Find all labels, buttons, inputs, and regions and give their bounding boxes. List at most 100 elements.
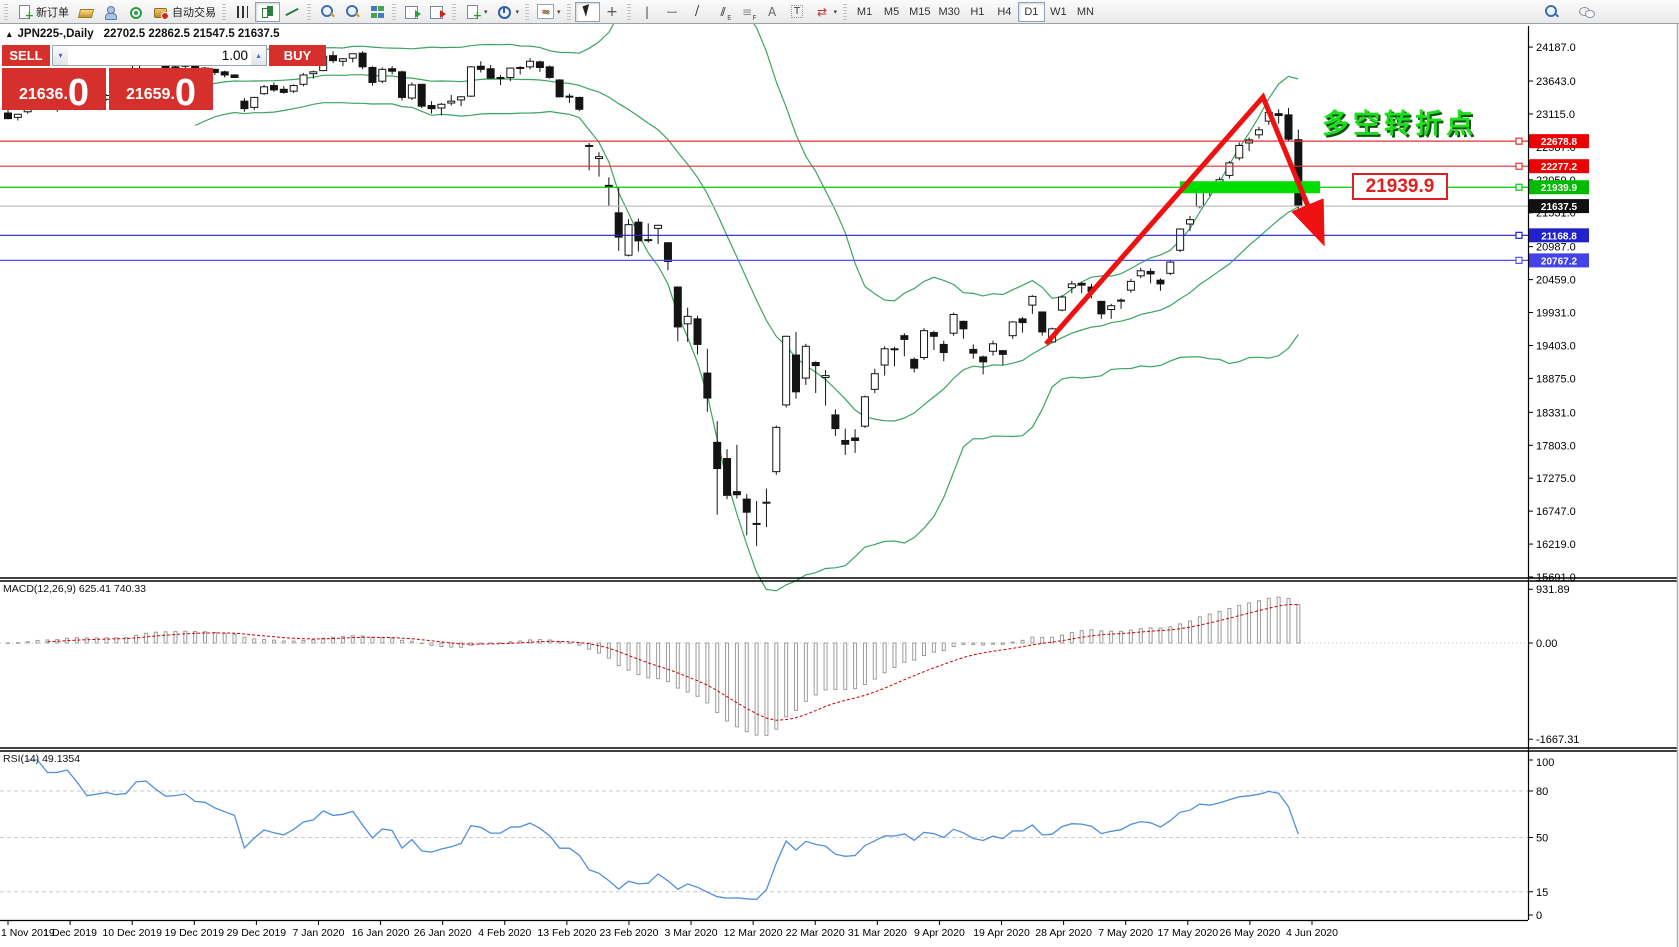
toolbar-gripper xyxy=(525,3,530,20)
svg-text:29 Dec 2019: 29 Dec 2019 xyxy=(227,927,287,939)
period-button[interactable]: ▾ xyxy=(492,2,524,22)
svg-text:0: 0 xyxy=(1536,910,1542,922)
price-callout-label[interactable]: 21939.9 xyxy=(1352,173,1448,200)
tf-mn-button-label: MN xyxy=(1076,5,1094,18)
search-button[interactable] xyxy=(1539,2,1564,22)
svg-text:21939.9: 21939.9 xyxy=(1541,183,1578,194)
contact-icon xyxy=(102,4,119,20)
svg-text:23115.0: 23115.0 xyxy=(1536,109,1575,121)
auto-trading-button[interactable]: 自动交易 xyxy=(148,2,220,22)
bar-chart-button[interactable] xyxy=(230,2,255,22)
auto-trading-button-label: 自动交易 xyxy=(172,6,216,19)
text-icon xyxy=(764,4,781,20)
label-button[interactable] xyxy=(785,2,810,22)
tf-h1-button[interactable]: H1 xyxy=(964,2,991,22)
tf-m5-button[interactable]: M5 xyxy=(878,2,905,22)
dropdown-caret-icon: ▾ xyxy=(833,8,838,16)
tf-w1-button-label: W1 xyxy=(1050,5,1067,18)
crosshair-button[interactable] xyxy=(600,2,625,22)
fibonacci-button[interactable] xyxy=(735,2,760,22)
svg-text:22 Mar 2020: 22 Mar 2020 xyxy=(786,927,845,939)
tf-h4-button[interactable]: H4 xyxy=(991,2,1018,22)
new-order-button-label: 新订单 xyxy=(36,6,69,19)
svg-text:100: 100 xyxy=(1536,757,1554,769)
zoom-out-icon xyxy=(344,4,361,20)
sell-button[interactable]: SELL xyxy=(2,45,50,66)
volume-input[interactable] xyxy=(68,46,251,65)
channel-button[interactable] xyxy=(710,2,735,22)
cursor-button[interactable] xyxy=(574,1,600,22)
tf-w1-button[interactable]: W1 xyxy=(1045,2,1072,22)
svg-text:3 Mar 2020: 3 Mar 2020 xyxy=(664,927,717,939)
chart-shift-icon xyxy=(429,4,446,20)
svg-text:12 Mar 2020: 12 Mar 2020 xyxy=(724,927,783,939)
volume-decrease-button[interactable]: ▾ xyxy=(53,46,68,65)
support-line-blue-1[interactable]: 21168.8 xyxy=(0,228,1589,243)
turning-point-annotation[interactable]: 多空转折点 xyxy=(1322,109,1477,140)
bid-line[interactable]: 21637.5 xyxy=(0,199,1589,214)
crosshair-icon xyxy=(604,4,621,20)
tf-m1-button[interactable]: M1 xyxy=(851,2,878,22)
svg-text:19 Apr 2020: 19 Apr 2020 xyxy=(973,927,1030,939)
toolbar-gripper xyxy=(843,3,848,20)
svg-text:10 Dec 2019: 10 Dec 2019 xyxy=(102,927,162,939)
label-icon xyxy=(789,4,806,20)
volume-increase-button[interactable]: ▴ xyxy=(251,46,266,65)
buy-price-display[interactable]: 21659. 0 xyxy=(109,68,213,112)
tf-m30-button[interactable]: M30 xyxy=(934,2,963,22)
svg-text:23643.0: 23643.0 xyxy=(1536,76,1576,88)
fibonacci-icon xyxy=(739,4,757,22)
toolbar-gripper xyxy=(452,3,456,20)
ohlc-values: 22702.5 22862.5 21547.5 21637.5 xyxy=(103,28,280,40)
svg-text:19403.0: 19403.0 xyxy=(1536,340,1576,352)
tile-windows-button[interactable] xyxy=(365,2,390,22)
toolbar-right-group xyxy=(1539,2,1599,22)
line-chart-button[interactable] xyxy=(280,2,305,22)
svg-text:931.89: 931.89 xyxy=(1536,584,1570,596)
svg-text:19 Dec 2019: 19 Dec 2019 xyxy=(165,927,225,939)
support-line-blue-2[interactable]: 20767.2 xyxy=(0,253,1589,268)
vertical-line-button[interactable] xyxy=(635,2,660,22)
new-chart-button[interactable]: ▾ xyxy=(460,2,492,22)
auto-scroll-button[interactable] xyxy=(400,2,425,22)
sell-price-display[interactable]: 21636. 0 xyxy=(2,68,106,112)
zoom-in-button[interactable] xyxy=(315,2,340,22)
search-icon xyxy=(1543,4,1560,20)
trendline-button[interactable] xyxy=(685,2,710,22)
tf-m30-button-label: M30 xyxy=(938,5,960,18)
candlestick-button[interactable] xyxy=(255,1,280,22)
indicators-button[interactable]: ▾ xyxy=(533,2,565,22)
macd-signal-line xyxy=(47,604,1299,721)
vline-icon xyxy=(639,4,656,20)
chart-window-icon: ▴ xyxy=(7,29,12,39)
svg-text:19931.0: 19931.0 xyxy=(1536,308,1576,320)
horizontal-line-button[interactable] xyxy=(660,2,685,22)
trend-arrow[interactable] xyxy=(1044,92,1325,346)
dropdown-caret-icon: ▾ xyxy=(484,8,488,16)
toolbar-gripper xyxy=(4,3,8,20)
resistance-line-2[interactable]: 22277.2 xyxy=(0,159,1589,174)
zoom-out-button[interactable] xyxy=(340,2,365,22)
chat-button[interactable] xyxy=(1574,2,1599,22)
svg-text:16219.0: 16219.0 xyxy=(1536,539,1576,551)
clock-icon xyxy=(496,4,513,20)
highlight-band[interactable] xyxy=(1180,181,1320,194)
tf-m1-button-label: M1 xyxy=(856,5,873,18)
tf-mn-button[interactable]: MN xyxy=(1072,2,1099,22)
chat-icon xyxy=(1578,4,1595,20)
rsi-axis: 100 80 50 15 0 xyxy=(1528,757,1554,922)
buy-button[interactable]: BUY xyxy=(269,45,326,66)
tf-d1-button[interactable]: D1 xyxy=(1017,1,1045,22)
new-order-button[interactable]: 新订单 xyxy=(12,2,73,22)
tf-m15-button[interactable]: M15 xyxy=(905,2,934,22)
chart-shift-button[interactable] xyxy=(425,2,450,22)
resistance-line-1[interactable]: 22678.8 xyxy=(0,134,1589,149)
toolbar: 新订单 自动交易 ▾ ▾ ▾ ▾ M1 M5 M15 M30 H1 H4 D1 W1 MN xyxy=(0,0,1679,24)
text-button[interactable] xyxy=(760,2,785,22)
arrows-button[interactable]: ▾ xyxy=(810,2,842,22)
signal-button[interactable] xyxy=(123,2,148,22)
gold-button[interactable] xyxy=(73,2,98,22)
svg-text:28 Apr 2020: 28 Apr 2020 xyxy=(1035,927,1092,939)
contacts-button[interactable] xyxy=(98,2,123,22)
